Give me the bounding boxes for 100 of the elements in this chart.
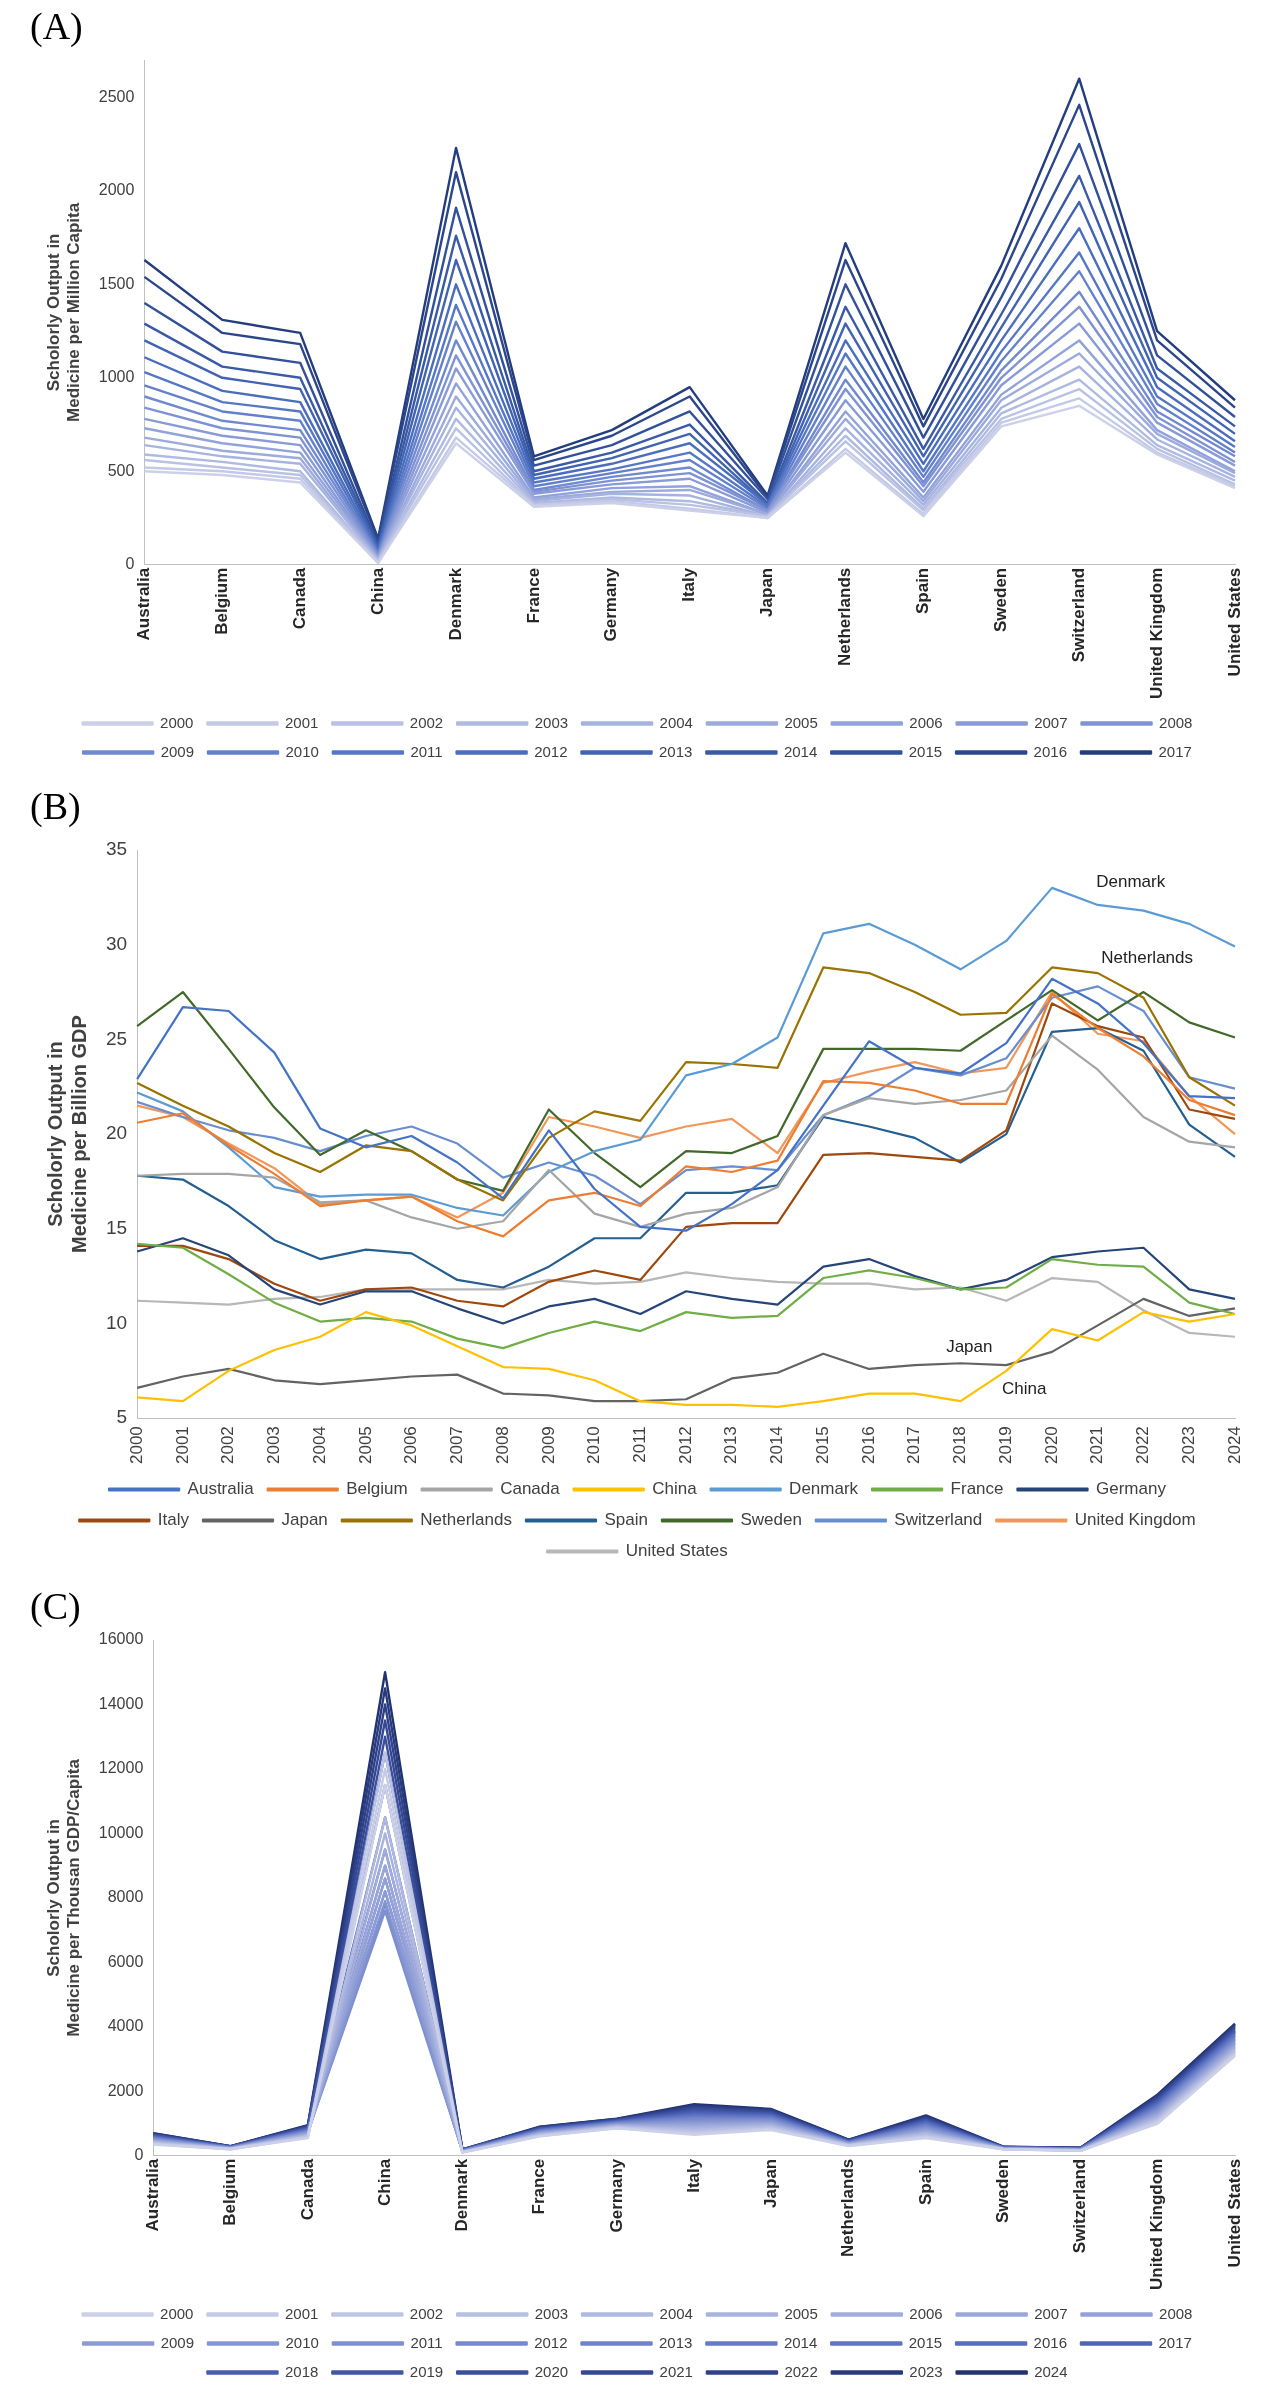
legend-label: 2019	[409, 2362, 444, 2380]
chart-title: (C)	[30, 1584, 81, 1628]
y-tick-label: 2000	[107, 2081, 144, 2099]
y-tick-label: 2000	[98, 181, 135, 199]
y-tick-label: 0	[134, 2146, 144, 2164]
x-tick-label: United States	[1224, 567, 1244, 677]
x-tick-label: Switzerland	[1070, 2158, 1090, 2254]
legend-label: 2014	[783, 2333, 818, 2351]
annotation: China	[1002, 1379, 1047, 1399]
annotation: Netherlands	[1101, 947, 1194, 967]
x-tick-label: United Kingdom	[1147, 2158, 1167, 2291]
legend-label: 2005	[784, 2304, 818, 2322]
legend-label: 2006	[909, 2304, 943, 2322]
legend-label: 2017	[1158, 2333, 1192, 2351]
y-tick-label: 16000	[98, 1630, 144, 1648]
legend-label: Sweden	[740, 1510, 802, 1530]
legend-label: 2007	[1034, 713, 1068, 731]
legend-label: 2016	[1033, 2333, 1067, 2351]
x-tick-label: 2023	[1178, 1426, 1198, 1465]
x-tick-label: France	[529, 2158, 549, 2215]
legend-label: Japan	[281, 1510, 328, 1530]
legend-label: 2004	[659, 713, 693, 731]
x-tick-label: Germany	[606, 2158, 626, 2233]
legend-label: 2000	[160, 713, 194, 731]
x-tick-label: 2019	[995, 1426, 1015, 1465]
x-tick-label: Australia	[134, 567, 154, 641]
legend-label: Germany	[1095, 1479, 1167, 1499]
legend-label: 2013	[659, 2333, 693, 2351]
x-tick-label: Germany	[601, 567, 621, 642]
legend-label: 2012	[534, 2333, 568, 2351]
legend-label: Switzerland	[894, 1510, 983, 1530]
legend-label: 2009	[160, 742, 195, 760]
legend-label: 2002	[409, 713, 444, 731]
legend-label: 2009	[160, 2333, 195, 2351]
x-tick-label: 2014	[767, 1426, 787, 1465]
chart-title: (B)	[30, 784, 81, 828]
x-tick-label: 2010	[584, 1426, 604, 1465]
x-tick-label: 2006	[401, 1426, 421, 1465]
y-tick-label: 2500	[98, 87, 135, 105]
x-tick-label: 2022	[1133, 1426, 1153, 1465]
x-tick-label: Netherlands	[838, 2158, 858, 2257]
legend-label: 2015	[908, 2333, 943, 2351]
x-tick-label: 2007	[447, 1426, 467, 1465]
x-tick-label: 2020	[1041, 1426, 1061, 1465]
x-tick-label: Netherlands	[835, 567, 855, 666]
x-tick-label: 2024	[1224, 1426, 1244, 1465]
x-tick-label: Italy	[683, 2158, 703, 2193]
legend-label: 2011	[410, 742, 443, 760]
x-tick-label: 2018	[950, 1426, 970, 1465]
legend-label: 2010	[285, 2333, 319, 2351]
y-tick-label: 30	[105, 932, 128, 954]
chart-title: (A)	[30, 4, 83, 48]
y-tick-label: 20	[105, 1122, 128, 1144]
x-tick-label: 2004	[309, 1426, 329, 1465]
legend-label: 2008	[1159, 2304, 1193, 2322]
x-tick-label: 2011	[630, 1426, 650, 1463]
y-tick-label: 6000	[107, 1952, 144, 1970]
legend-label: 2008	[1159, 713, 1193, 731]
legend-label: 2013	[659, 742, 693, 760]
y-tick-label: 14000	[98, 1694, 144, 1712]
x-tick-label: 2017	[904, 1426, 924, 1465]
legend-label: France	[950, 1479, 1004, 1499]
x-tick-label: 2005	[355, 1426, 375, 1465]
x-tick-label: Spain	[915, 2158, 935, 2206]
legend-label: 2003	[534, 2304, 569, 2322]
x-tick-label: Japan	[757, 567, 777, 617]
y-axis-title: Scholorly Output in Medicine per Thousan GDP/Capita	[43, 1758, 84, 2037]
legend-label: 2007	[1034, 2304, 1068, 2322]
x-tick-label: Denmark	[445, 567, 465, 641]
y-tick-label: 12000	[98, 1759, 144, 1777]
x-tick-label: Sweden	[990, 567, 1010, 632]
legend-label: 2000	[160, 2304, 194, 2322]
legend-label: 2010	[285, 742, 319, 760]
x-tick-label: Belgium	[211, 567, 231, 635]
legend-label: 2005	[784, 713, 818, 731]
x-tick-label: 2003	[264, 1426, 284, 1465]
x-tick-label: Canada	[297, 2158, 317, 2221]
x-tick-label: 2009	[538, 1426, 558, 1465]
legend-label: Italy	[157, 1510, 190, 1530]
annotation: Japan	[946, 1337, 993, 1357]
y-tick-label: 35	[105, 838, 128, 860]
legend-label: 2023	[909, 2362, 943, 2380]
legend-label: 2012	[534, 742, 568, 760]
y-tick-label: 10	[105, 1311, 128, 1333]
y-tick-label: 25	[105, 1027, 128, 1049]
y-tick-label: 4000	[107, 2017, 144, 2035]
x-tick-label: Spain	[913, 567, 933, 615]
legend-label: United States	[625, 1541, 728, 1561]
y-tick-label: 15	[105, 1217, 128, 1239]
y-axis-title: Scholorly Output in Medicine per Billion GDP	[43, 1015, 90, 1253]
legend-label: 2022	[784, 2362, 818, 2380]
y-axis-title: Scholorly Output in Medicine per Million Capita	[43, 202, 84, 422]
legend-label: 2003	[534, 713, 569, 731]
x-tick-label: United Kingdom	[1146, 567, 1166, 700]
x-tick-label: Denmark	[452, 2158, 472, 2232]
legend-label: Canada	[500, 1479, 561, 1499]
x-tick-label: Japan	[761, 2158, 781, 2208]
x-tick-label: 2012	[675, 1426, 695, 1465]
legend-label: United Kingdom	[1074, 1510, 1196, 1530]
x-tick-label: Switzerland	[1068, 567, 1088, 663]
